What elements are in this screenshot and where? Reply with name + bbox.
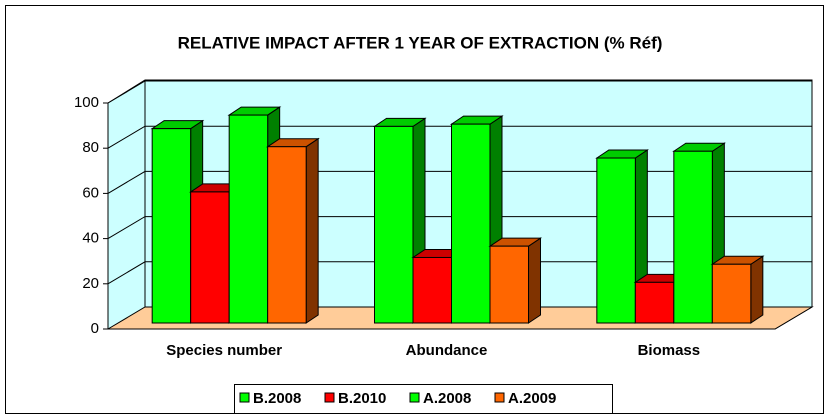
y-tick-label: 0: [91, 320, 99, 337]
chart-title: RELATIVE IMPACT AFTER 1 YEAR OF EXTRACTI…: [178, 33, 663, 52]
y-tick-label: 40: [82, 230, 99, 247]
bar: [412, 256, 452, 324]
x-tick-label: Abundance: [406, 342, 488, 359]
bar: [711, 263, 752, 324]
legend-marker: [324, 392, 335, 403]
bar: [489, 245, 529, 324]
bar-side: [305, 137, 319, 324]
bar: [190, 191, 230, 324]
legend-label: A.2008: [423, 390, 471, 407]
grid-line: [107, 125, 812, 149]
bar: [374, 125, 414, 324]
bar-side: [750, 255, 764, 324]
bar: [596, 157, 636, 324]
grid-line: [107, 216, 812, 240]
legend-marker: [239, 392, 250, 403]
y-tick-label: 20: [82, 275, 99, 292]
grid-line: [107, 80, 812, 104]
legend-marker: [494, 392, 505, 403]
bar: [451, 123, 491, 324]
grid-line: [107, 261, 812, 285]
bar: [673, 150, 713, 324]
y-tick-label: 60: [82, 184, 99, 201]
grid-line: [107, 170, 812, 194]
x-tick-label: Biomass: [638, 342, 701, 359]
bar: [151, 128, 192, 324]
x-tick-label: Species number: [166, 342, 282, 359]
bar: [228, 114, 269, 324]
bar: [634, 281, 675, 324]
y-tick-label: 80: [82, 139, 99, 156]
legend-label: A.2009: [508, 390, 556, 407]
bar-side: [528, 237, 541, 324]
legend: [234, 384, 613, 414]
legend-label: B.2010: [338, 390, 386, 407]
legend-label: B.2008: [253, 390, 301, 407]
bar: [267, 146, 307, 324]
y-tick-label: 100: [74, 94, 99, 111]
legend-marker: [409, 392, 420, 403]
